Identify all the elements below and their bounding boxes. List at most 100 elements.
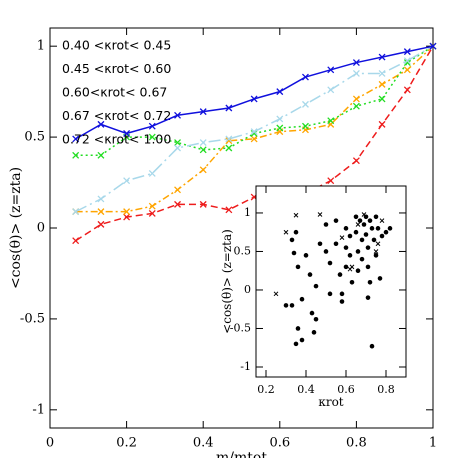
scatter-cross [355, 222, 361, 227]
point-marker [378, 80, 386, 88]
scatter-dot [323, 249, 329, 254]
point-marker [403, 57, 411, 65]
scatter-dot [313, 283, 319, 289]
y-tick-label: -0.5 [20, 311, 45, 326]
scatter-dot [323, 222, 329, 227]
scatter-dot [359, 237, 365, 243]
scatter-dot [293, 229, 299, 235]
x-tick-label: 1 [429, 436, 437, 451]
point-marker [123, 129, 131, 137]
x-tick-label: 0.8 [377, 383, 395, 396]
point-marker [429, 42, 437, 50]
legend-entry: 0.60<κrot< 0.67 [62, 85, 167, 100]
scatter-dot [311, 330, 317, 335]
point-marker [276, 124, 284, 132]
scatter-dot [373, 253, 379, 258]
scatter-dot [377, 276, 383, 281]
scatter-dot [295, 326, 301, 331]
scatter-cross [379, 218, 385, 224]
scatter-dot [373, 214, 379, 220]
scatter-dot [353, 229, 359, 235]
scatter-cross [375, 241, 381, 247]
point-marker [378, 95, 386, 103]
scatter-dot [365, 295, 371, 300]
plot-frame [255, 185, 407, 378]
x-tick-label: 0.2 [116, 436, 137, 451]
point-marker [97, 208, 105, 216]
x-tick-label: 0.6 [337, 383, 355, 396]
point-marker [225, 144, 233, 152]
point-marker [72, 208, 80, 216]
point-marker [403, 48, 411, 56]
scatter-dot [363, 232, 369, 237]
scatter-dot [291, 250, 297, 256]
legend-entry: 0.72 <κrot< 1.00 [62, 132, 171, 147]
point-marker [225, 104, 233, 112]
x-tick-label: 0.4 [193, 436, 214, 451]
y-axis-label: <cos(θ)> (z=zta) [220, 229, 234, 334]
point-marker [199, 146, 207, 154]
scatter-dot [299, 337, 305, 343]
point-marker [378, 120, 386, 128]
point-marker [97, 151, 105, 159]
y-tick-label: 0.5 [234, 244, 252, 257]
point-marker [225, 135, 233, 143]
point-marker [403, 59, 411, 67]
scatter-dot [289, 303, 295, 308]
point-marker [276, 115, 284, 123]
point-marker [199, 200, 207, 208]
point-marker [352, 95, 360, 103]
point-marker [250, 95, 258, 103]
point-marker [302, 122, 309, 130]
point-marker [352, 157, 360, 165]
point-marker [250, 128, 258, 136]
scatter-dot [333, 218, 339, 223]
scatter-dot [293, 341, 299, 347]
x-axis-label: m/mtot [216, 450, 267, 458]
scatter-dot [353, 214, 359, 220]
point-marker [72, 135, 80, 143]
scatter-dot [357, 218, 363, 223]
scatter-dot [337, 272, 343, 277]
point-marker [403, 86, 411, 94]
y-tick-label: 0 [37, 221, 45, 236]
y-tick-label: -1 [240, 360, 251, 373]
scatter-cross [339, 235, 345, 240]
scatter-dot [309, 310, 315, 316]
point-marker [327, 177, 335, 185]
point-marker [327, 86, 335, 94]
point-marker [97, 120, 105, 128]
point-marker [276, 88, 284, 96]
point-marker [378, 69, 386, 77]
point-marker [199, 108, 207, 116]
scatter-dot [339, 291, 345, 297]
scatter-dot [369, 343, 375, 349]
scatter-dot [355, 268, 361, 274]
scatter-dot [387, 226, 393, 231]
point-marker [199, 166, 207, 174]
scatter-dot [327, 291, 333, 297]
point-marker [123, 177, 131, 185]
point-marker [327, 66, 335, 74]
scatter-cross [293, 212, 299, 218]
point-marker [352, 102, 360, 110]
point-marker [148, 209, 156, 217]
point-marker [250, 135, 258, 143]
y-tick-label: 1 [37, 39, 45, 54]
point-marker [174, 200, 181, 208]
point-marker [327, 117, 335, 125]
scatter-dot [303, 253, 309, 258]
scatter-dot [371, 237, 377, 243]
x-tick-label: 0.6 [269, 436, 290, 451]
scatter-dot [339, 299, 345, 304]
point-marker [148, 202, 156, 210]
scatter-dot [283, 303, 289, 308]
scatter-dot [359, 256, 365, 262]
point-marker [174, 186, 181, 194]
scatter-dot [343, 245, 349, 250]
scatter-dot [317, 241, 323, 247]
legend-entry: 0.67 <κrot< 0.72 [62, 108, 171, 123]
scatter-dot [369, 226, 375, 231]
y-tick-label: -0.5 [230, 321, 251, 334]
scatter-dot [289, 237, 295, 243]
